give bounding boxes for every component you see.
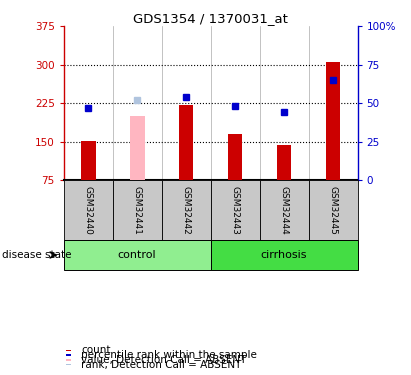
Text: GSM32443: GSM32443 xyxy=(231,186,240,234)
Text: GSM32444: GSM32444 xyxy=(279,186,289,234)
Bar xyxy=(277,145,291,180)
Bar xyxy=(211,180,260,240)
Text: GSM32440: GSM32440 xyxy=(84,186,93,234)
Text: percentile rank within the sample: percentile rank within the sample xyxy=(81,350,257,360)
Bar xyxy=(162,180,211,240)
Text: count: count xyxy=(81,345,111,355)
Text: rank, Detection Call = ABSENT: rank, Detection Call = ABSENT xyxy=(81,360,242,370)
Text: cirrhosis: cirrhosis xyxy=(261,250,307,260)
Text: GSM32441: GSM32441 xyxy=(133,186,142,234)
Title: GDS1354 / 1370031_at: GDS1354 / 1370031_at xyxy=(133,12,288,25)
Bar xyxy=(64,180,113,240)
Text: value, Detection Call = ABSENT: value, Detection Call = ABSENT xyxy=(81,355,247,365)
Bar xyxy=(211,240,358,270)
Bar xyxy=(228,134,242,180)
Bar xyxy=(81,141,95,180)
Bar xyxy=(66,350,71,351)
Bar xyxy=(130,116,145,180)
Bar xyxy=(260,180,309,240)
Bar xyxy=(66,364,71,365)
Text: disease state: disease state xyxy=(2,250,72,260)
Bar xyxy=(309,180,358,240)
Text: GSM32445: GSM32445 xyxy=(328,186,337,234)
Text: control: control xyxy=(118,250,157,260)
Bar xyxy=(179,105,194,180)
Bar xyxy=(66,354,71,356)
Bar xyxy=(66,359,71,360)
Bar xyxy=(113,180,162,240)
Bar xyxy=(326,62,340,180)
Text: GSM32442: GSM32442 xyxy=(182,186,191,234)
Bar xyxy=(64,240,210,270)
